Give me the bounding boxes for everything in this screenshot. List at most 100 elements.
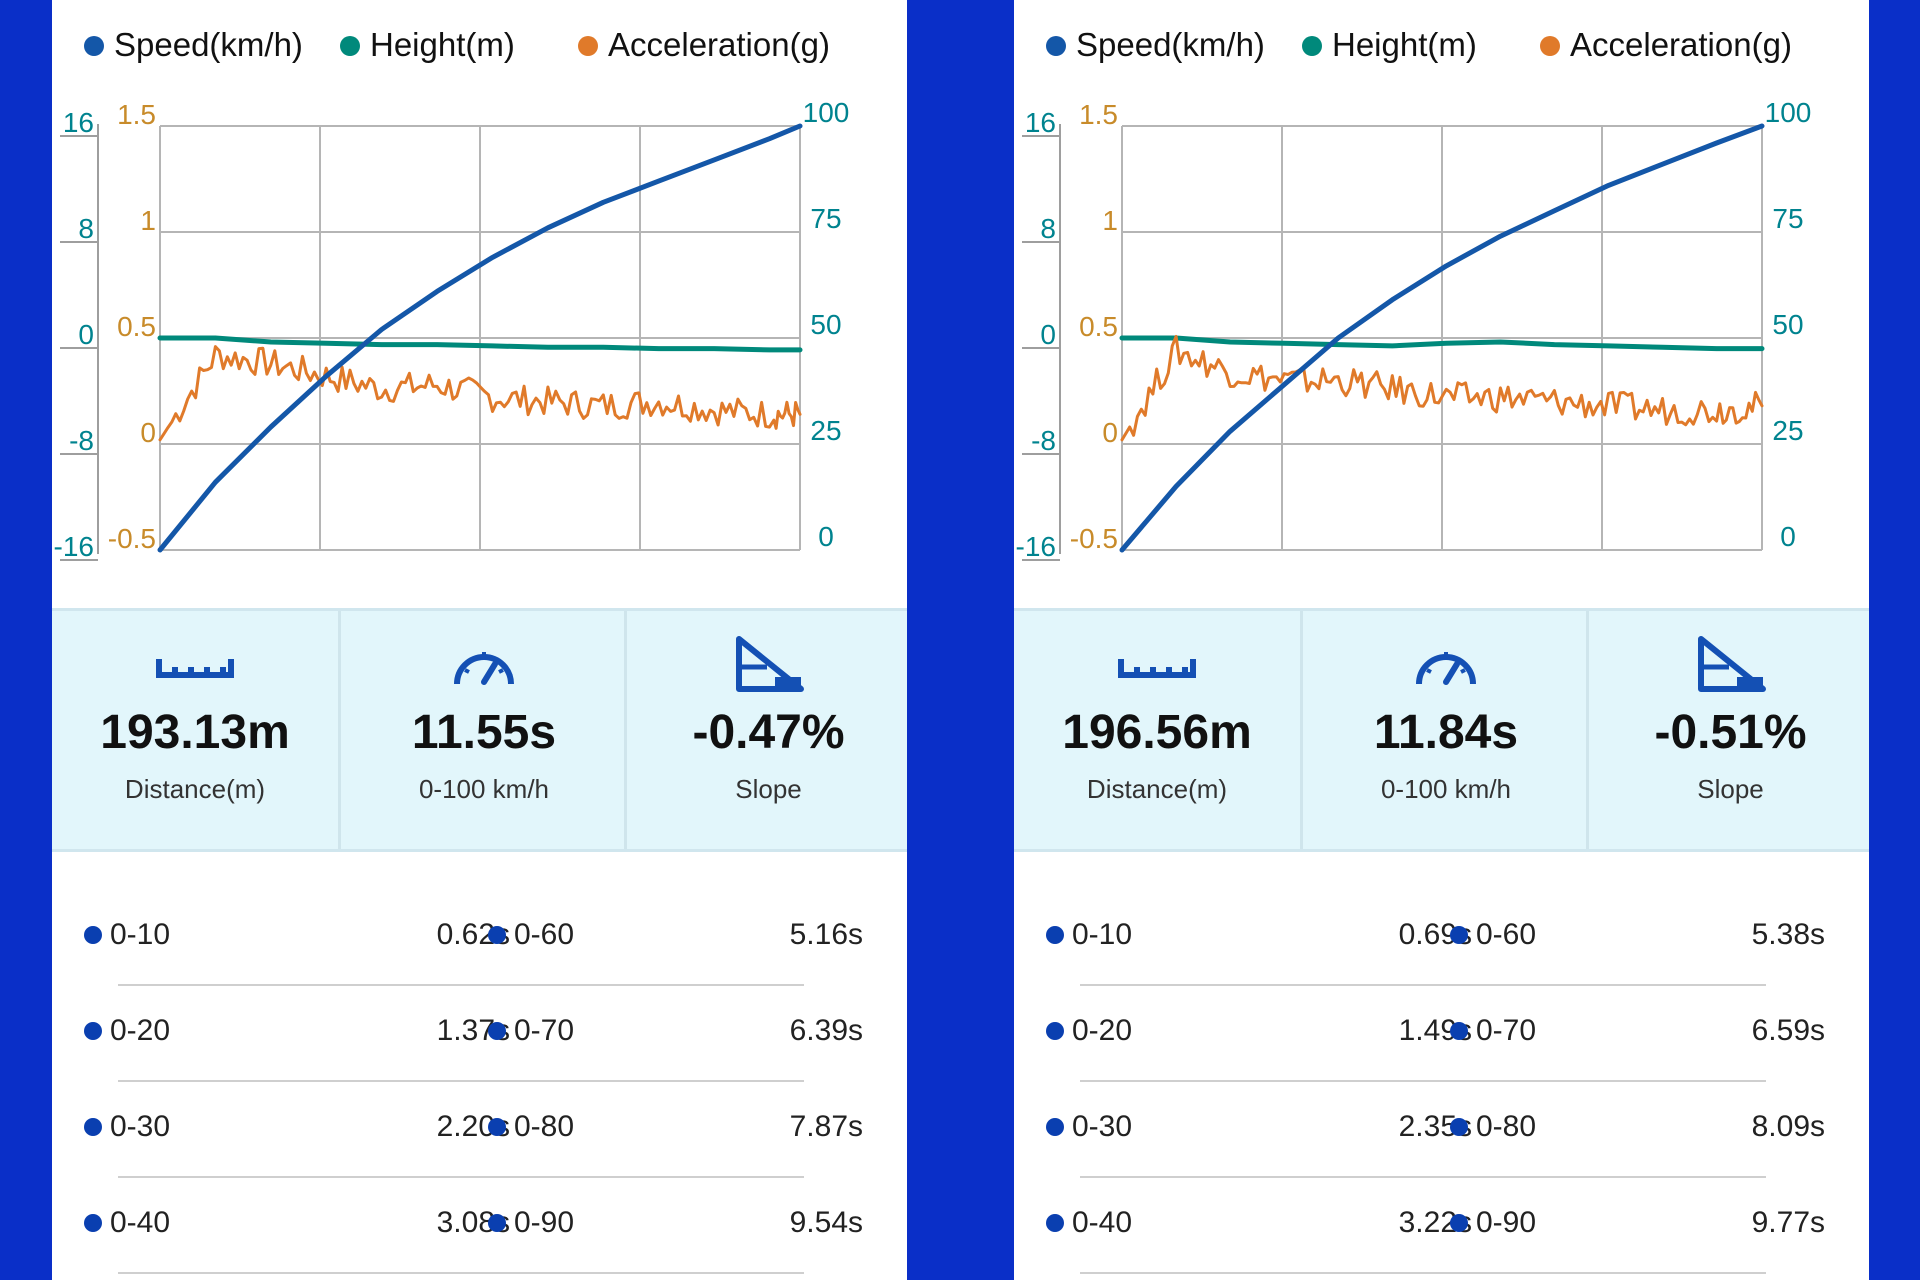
split-time-value: 9.54s — [789, 1206, 863, 1239]
split-range-label: 0-70 — [1476, 1014, 1537, 1047]
stat-value: -0.51% — [1654, 706, 1807, 759]
stat-label: Distance(m) — [1086, 774, 1228, 804]
split-range-label: 0-10 — [1072, 918, 1133, 951]
result-panel-right: Speed(km/h) Height(m) Acceleration(g) 16 8 0-… — [1014, 0, 1869, 1280]
height-axis-tick: -8 — [69, 425, 94, 456]
row-divider — [118, 1272, 804, 1274]
bullet-dot-icon — [488, 1118, 506, 1136]
split-range-label: 0-30 — [110, 1110, 171, 1143]
bullet-dot-icon — [488, 926, 506, 944]
stat-value: 11.55s — [411, 706, 557, 759]
stat-icon-wrap — [1411, 633, 1481, 697]
split-range: 0-90 — [1450, 1206, 1536, 1240]
split-row: 0-10 0.62s 0-60 5.16s — [52, 890, 907, 986]
height-axis-tick: 0 — [1040, 319, 1056, 350]
split-row: 0-20 1.49s 0-70 6.59s — [1014, 986, 1869, 1082]
bullet-dot-icon — [84, 926, 102, 944]
stat-label: 0-100 km/h — [1380, 774, 1512, 804]
legend-dot-height — [340, 36, 360, 56]
split-range: 0-60 — [488, 918, 574, 952]
split-time-value: 6.39s — [789, 1014, 863, 1047]
height-axis-tick: -16 — [1016, 531, 1056, 562]
bullet-dot-icon — [488, 1214, 506, 1232]
split-range-label: 0-20 — [1072, 1014, 1133, 1047]
stat-ruler: 193.13m Distance(m) — [52, 611, 338, 849]
bullet-dot-icon — [1450, 1118, 1468, 1136]
legend-dot-acceleration — [578, 36, 598, 56]
split-range-label: 0-90 — [514, 1206, 575, 1239]
height-axis-tick: 0 — [78, 319, 94, 350]
split-range-label: 0-10 — [110, 918, 171, 951]
split-range-label: 0-40 — [1072, 1206, 1133, 1239]
stat-speedometer: 11.84s 0-100 km/h — [1300, 611, 1589, 849]
speed-axis-tick: 25 — [1772, 415, 1803, 446]
split-range: 0-40 — [1046, 1206, 1132, 1240]
split-range-label: 0-30 — [1072, 1110, 1133, 1143]
legend-label-speed: Speed(km/h) — [1076, 26, 1265, 63]
split-range-label: 0-70 — [514, 1014, 575, 1047]
speed-axis-tick: 50 — [810, 309, 841, 340]
accel-axis-tick: 0 — [1102, 417, 1118, 448]
row-divider — [1080, 984, 1766, 986]
bullet-dot-icon — [1450, 1214, 1468, 1232]
bullet-dot-icon — [84, 1118, 102, 1136]
split-range: 0-10 — [84, 918, 170, 952]
series-line-speed — [157, 123, 803, 553]
stat-icon-wrap — [155, 633, 235, 697]
height-axis-tick: 16 — [1025, 107, 1056, 138]
accel-axis-tick: 0 — [140, 417, 156, 448]
bullet-dot-icon — [1046, 1022, 1064, 1040]
stat-label: Distance(m) — [124, 774, 266, 804]
accel-axis-tick: 1.5 — [117, 99, 156, 130]
speed-axis-tick: 0 — [818, 521, 834, 552]
summary-stats: 196.56m Distance(m) 11.84s 0-100 km/h -0.51%… — [1014, 608, 1869, 852]
speed-axis-tick: 75 — [1772, 203, 1803, 234]
ruler-icon — [156, 659, 234, 678]
stat-icon-wrap — [731, 633, 807, 697]
speedometer-icon — [454, 652, 514, 685]
split-range-label: 0-20 — [110, 1014, 171, 1047]
split-range: 0-40 — [84, 1206, 170, 1240]
bullet-dot-icon — [84, 1214, 102, 1232]
split-range-label: 0-80 — [514, 1110, 575, 1143]
acceleration-chart: Speed(km/h) Height(m) Acceleration(g) 16 8 0 -… — [1016, 26, 1812, 562]
row-divider — [1080, 1176, 1766, 1178]
legend-dot-speed — [84, 36, 104, 56]
split-range: 0-30 — [1046, 1110, 1132, 1144]
split-range-label: 0-80 — [1476, 1110, 1537, 1143]
split-time-value: 5.38s — [1751, 918, 1825, 951]
series-line-speed — [1119, 123, 1765, 553]
split-row: 0-20 1.37s 0-70 6.39s — [52, 986, 907, 1082]
stat-slope: -0.51% Slope — [1586, 611, 1869, 849]
stat-label: Slope — [1697, 774, 1764, 804]
legend-dot-height — [1302, 36, 1322, 56]
legend-dot-acceleration — [1540, 36, 1560, 56]
height-axis-tick: -16 — [54, 531, 94, 562]
split-range: 0-70 — [488, 1014, 574, 1048]
slope-icon — [1697, 636, 1766, 692]
accel-axis-tick: 1 — [140, 205, 156, 236]
height-axis-tick: 16 — [63, 107, 94, 138]
result-panel-left: Speed(km/h) Height(m) Acceleration(g) 16 8 0-… — [52, 0, 907, 1280]
row-divider — [1080, 1080, 1766, 1082]
speed-axis-tick: 100 — [803, 97, 850, 128]
bullet-dot-icon — [1450, 926, 1468, 944]
split-range: 0-90 — [488, 1206, 574, 1240]
split-row: 0-40 3.08s 0-90 9.54s — [52, 1178, 907, 1274]
bullet-dot-icon — [1450, 1022, 1468, 1040]
split-range: 0-70 — [1450, 1014, 1536, 1048]
split-time-value: 5.16s — [789, 918, 863, 951]
stat-icon-wrap — [449, 633, 519, 697]
stat-value: 193.13m — [100, 706, 290, 759]
ruler-icon — [1118, 659, 1196, 678]
series-line-height — [157, 335, 803, 353]
stat-label: 0-100 km/h — [418, 774, 550, 804]
speed-axis-tick: 75 — [810, 203, 841, 234]
split-range-label: 0-60 — [514, 918, 575, 951]
bullet-dot-icon — [488, 1022, 506, 1040]
split-row: 0-30 2.35s 0-80 8.09s — [1014, 1082, 1869, 1178]
summary-stats: 193.13m Distance(m) 11.55s 0-100 km/h -0.47%… — [52, 608, 907, 852]
split-time-value: 9.77s — [1751, 1206, 1825, 1239]
split-range-label: 0-90 — [1476, 1206, 1537, 1239]
row-divider — [118, 1176, 804, 1178]
